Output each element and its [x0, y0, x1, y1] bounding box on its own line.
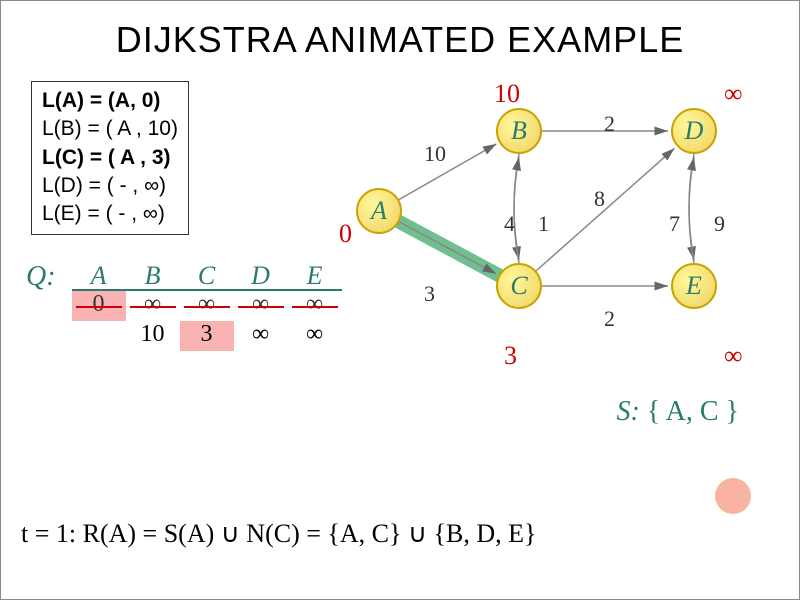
queue-cell: ∞: [288, 321, 342, 351]
edge-weight: 3: [424, 281, 435, 307]
node-distance: 10: [494, 79, 520, 109]
set-content: { A, C }: [647, 396, 739, 427]
queue-header-cell: A: [72, 261, 126, 291]
queue-cell: ∞: [234, 321, 288, 351]
edge-weight: 9: [714, 211, 725, 237]
bottom-equation: t = 1: R(A) = S(A) ∪ N(C) = {A, C} ∪ {B,…: [21, 519, 536, 549]
node-distance: 3: [504, 341, 517, 371]
edge-weight: 2: [604, 111, 615, 137]
edge-weight: 4: [504, 211, 515, 237]
queue-cell: 0: [72, 291, 126, 321]
queue-cell: ∞: [126, 291, 180, 321]
edge-weight: 1: [538, 211, 549, 237]
label-row: L(A) = (A, 0): [42, 87, 178, 115]
queue-header-cell: C: [180, 261, 234, 291]
queue-cell: 3: [180, 321, 234, 351]
graph-node-A: A: [356, 188, 402, 234]
node-distance: ∞: [724, 79, 743, 109]
queue-table: ABCDE0∞∞∞∞103∞∞: [72, 261, 342, 351]
queue-cell: ∞: [288, 291, 342, 321]
label-row: L(C) = ( A , 3): [42, 144, 178, 172]
page-title: DIJKSTRA ANIMATED EXAMPLE: [1, 1, 799, 71]
set-label: S:: [616, 396, 639, 427]
label-row: L(E) = ( - , ∞): [42, 200, 178, 228]
queue-cell: 10: [126, 321, 180, 351]
queue-header-cell: E: [288, 261, 342, 291]
decorative-dot: [715, 478, 751, 514]
edge-weight: 2: [604, 306, 615, 332]
queue-header-cell: D: [234, 261, 288, 291]
graph-node-D: D: [671, 108, 717, 154]
node-distance: 0: [339, 219, 352, 249]
edge-weight: 8: [594, 186, 605, 212]
labels-box: L(A) = (A, 0)L(B) = ( A , 10)L(C) = ( A …: [31, 81, 189, 235]
graph-node-E: E: [671, 263, 717, 309]
edge-weight: 10: [424, 141, 446, 167]
queue-cell: [72, 321, 126, 351]
queue-cell: ∞: [180, 291, 234, 321]
label-row: L(D) = ( - , ∞): [42, 172, 178, 200]
queue-cell: ∞: [234, 291, 288, 321]
edge-weight: 7: [669, 211, 680, 237]
queue-header-cell: B: [126, 261, 180, 291]
set-area: S: { A, C }: [616, 396, 739, 428]
node-distance: ∞: [724, 341, 743, 371]
queue-label: Q:: [26, 261, 56, 292]
graph-node-B: B: [496, 108, 542, 154]
queue-area: Q: ABCDE0∞∞∞∞103∞∞: [26, 261, 386, 351]
label-row: L(B) = ( A , 10): [42, 115, 178, 143]
graph-node-C: C: [496, 263, 542, 309]
